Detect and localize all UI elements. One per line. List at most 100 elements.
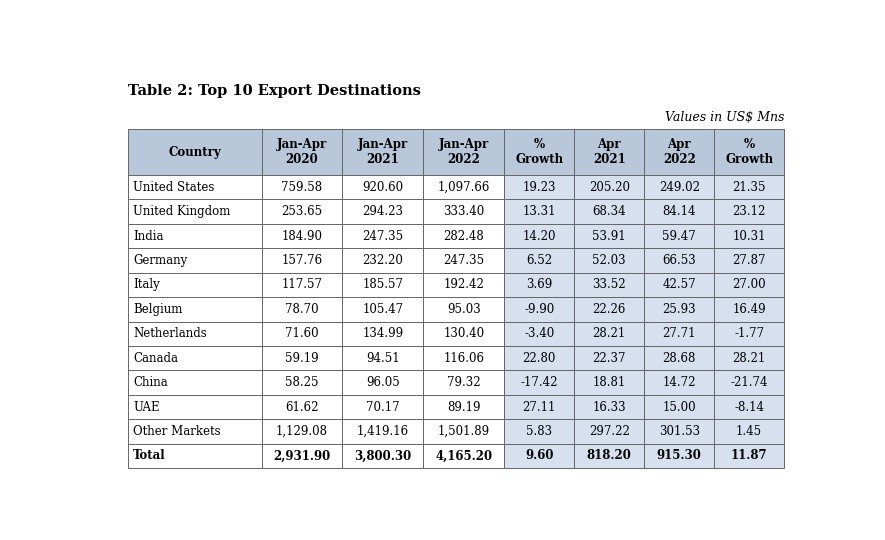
Text: 333.40: 333.40 bbox=[443, 205, 484, 218]
Bar bbox=[262, 395, 342, 419]
Text: UAE: UAE bbox=[134, 401, 160, 414]
Bar bbox=[342, 444, 423, 468]
Text: China: China bbox=[134, 376, 168, 389]
Text: 818.20: 818.20 bbox=[587, 449, 632, 462]
Bar bbox=[423, 370, 504, 395]
Text: 105.47: 105.47 bbox=[362, 303, 404, 316]
Bar bbox=[262, 199, 342, 224]
Bar bbox=[342, 395, 423, 419]
Text: 2,931.90: 2,931.90 bbox=[273, 449, 331, 462]
Bar bbox=[262, 370, 342, 395]
Bar bbox=[574, 273, 644, 297]
Text: 915.30: 915.30 bbox=[657, 449, 702, 462]
Text: 3.69: 3.69 bbox=[527, 279, 552, 292]
Text: 301.53: 301.53 bbox=[658, 425, 700, 438]
Bar bbox=[714, 273, 784, 297]
Bar bbox=[127, 175, 262, 199]
Text: 116.06: 116.06 bbox=[443, 352, 484, 365]
Bar bbox=[644, 248, 714, 273]
Bar bbox=[714, 297, 784, 321]
Text: 6.52: 6.52 bbox=[527, 254, 552, 267]
Text: 53.91: 53.91 bbox=[592, 230, 626, 242]
Bar bbox=[644, 199, 714, 224]
Text: 58.25: 58.25 bbox=[285, 376, 319, 389]
Text: 247.35: 247.35 bbox=[443, 254, 484, 267]
Bar bbox=[714, 419, 784, 444]
Bar bbox=[644, 346, 714, 370]
Bar bbox=[644, 297, 714, 321]
Text: Jan-Apr
2020: Jan-Apr 2020 bbox=[277, 138, 327, 166]
Text: -21.74: -21.74 bbox=[730, 376, 768, 389]
Text: Apr
2022: Apr 2022 bbox=[663, 138, 696, 166]
Bar bbox=[504, 297, 574, 321]
Bar bbox=[574, 175, 644, 199]
Bar bbox=[504, 321, 574, 346]
Bar bbox=[423, 248, 504, 273]
Bar bbox=[423, 224, 504, 248]
Bar bbox=[127, 224, 262, 248]
Bar bbox=[127, 321, 262, 346]
Bar bbox=[127, 346, 262, 370]
Text: 28.21: 28.21 bbox=[733, 352, 766, 365]
Bar bbox=[504, 129, 574, 175]
Bar bbox=[423, 175, 504, 199]
Text: 33.52: 33.52 bbox=[592, 279, 626, 292]
Text: 759.58: 759.58 bbox=[281, 181, 322, 194]
Bar bbox=[574, 297, 644, 321]
Bar bbox=[342, 273, 423, 297]
Text: -9.90: -9.90 bbox=[524, 303, 554, 316]
Bar bbox=[262, 346, 342, 370]
Bar bbox=[574, 419, 644, 444]
Bar bbox=[423, 321, 504, 346]
Bar bbox=[504, 395, 574, 419]
Bar bbox=[504, 444, 574, 468]
Bar bbox=[714, 224, 784, 248]
Bar bbox=[262, 419, 342, 444]
Bar bbox=[127, 297, 262, 321]
Text: 15.00: 15.00 bbox=[662, 401, 696, 414]
Text: 96.05: 96.05 bbox=[366, 376, 400, 389]
Text: 59.47: 59.47 bbox=[662, 230, 696, 242]
Text: United Kingdom: United Kingdom bbox=[134, 205, 231, 218]
Text: Other Markets: Other Markets bbox=[134, 425, 221, 438]
Text: 22.37: 22.37 bbox=[592, 352, 626, 365]
Text: 27.11: 27.11 bbox=[523, 401, 556, 414]
Text: Jan-Apr
2021: Jan-Apr 2021 bbox=[358, 138, 408, 166]
Text: -3.40: -3.40 bbox=[524, 327, 554, 340]
Text: Canada: Canada bbox=[134, 352, 178, 365]
Text: 21.35: 21.35 bbox=[733, 181, 766, 194]
Text: 9.60: 9.60 bbox=[525, 449, 553, 462]
Bar bbox=[423, 346, 504, 370]
Text: 16.49: 16.49 bbox=[733, 303, 766, 316]
Text: 920.60: 920.60 bbox=[362, 181, 404, 194]
Text: 117.57: 117.57 bbox=[281, 279, 322, 292]
Text: Italy: Italy bbox=[134, 279, 160, 292]
Text: 14.72: 14.72 bbox=[663, 376, 696, 389]
Bar bbox=[127, 395, 262, 419]
Bar bbox=[127, 248, 262, 273]
Text: 59.19: 59.19 bbox=[285, 352, 319, 365]
Text: 134.99: 134.99 bbox=[362, 327, 404, 340]
Text: %
Growth: % Growth bbox=[515, 138, 564, 166]
Text: 42.57: 42.57 bbox=[662, 279, 696, 292]
Bar bbox=[714, 321, 784, 346]
Text: 19.23: 19.23 bbox=[522, 181, 556, 194]
Bar bbox=[574, 370, 644, 395]
Bar bbox=[574, 224, 644, 248]
Text: 25.93: 25.93 bbox=[662, 303, 696, 316]
Text: 247.35: 247.35 bbox=[362, 230, 404, 242]
Text: 253.65: 253.65 bbox=[281, 205, 322, 218]
Text: 23.12: 23.12 bbox=[733, 205, 766, 218]
Text: 78.70: 78.70 bbox=[285, 303, 319, 316]
Bar bbox=[262, 248, 342, 273]
Text: 70.17: 70.17 bbox=[366, 401, 400, 414]
Bar bbox=[714, 129, 784, 175]
Bar bbox=[423, 419, 504, 444]
Text: 192.42: 192.42 bbox=[443, 279, 484, 292]
Text: 66.53: 66.53 bbox=[662, 254, 696, 267]
Text: 130.40: 130.40 bbox=[443, 327, 484, 340]
Text: 89.19: 89.19 bbox=[447, 401, 481, 414]
Bar bbox=[423, 395, 504, 419]
Bar bbox=[714, 395, 784, 419]
Text: 297.22: 297.22 bbox=[589, 425, 630, 438]
